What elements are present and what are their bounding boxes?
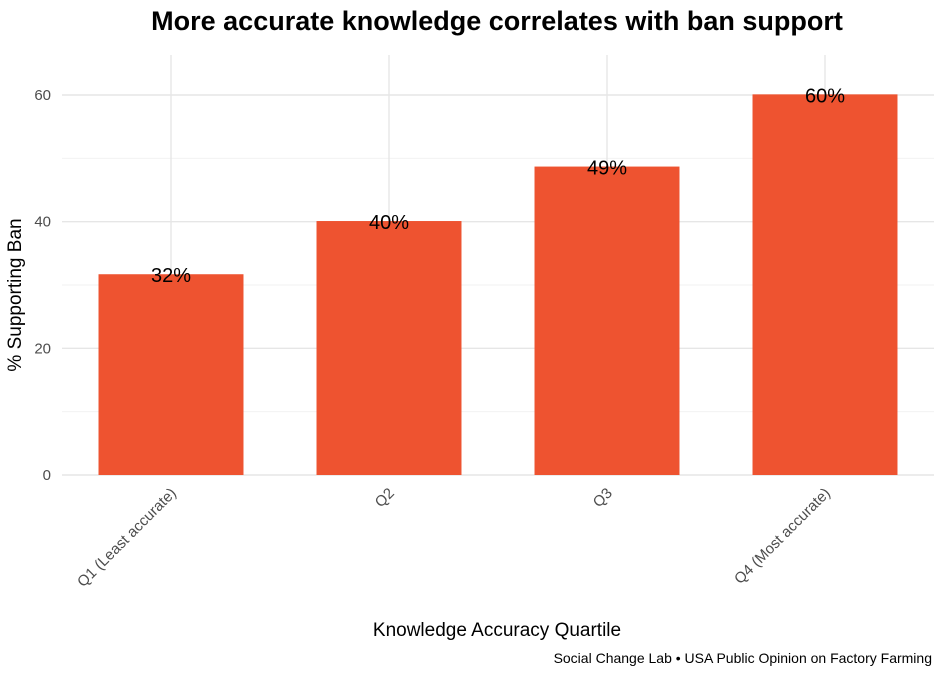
y-tick-label: 20 xyxy=(34,340,51,357)
bar xyxy=(98,274,244,475)
x-tick-label: Q1 (Least accurate) xyxy=(74,485,180,591)
bar-value-label: 32% xyxy=(151,265,191,287)
chart-title: More accurate knowledge correlates with … xyxy=(151,6,843,36)
x-tick-label: Q3 xyxy=(590,485,616,511)
x-tick-label: Q4 (Most accurate) xyxy=(731,485,834,588)
x-axis-ticks: Q1 (Least accurate) Q2 Q3 Q4 (Most accurate… xyxy=(74,485,834,591)
x-axis-title: Knowledge Accuracy Quartile xyxy=(373,620,621,641)
y-tick-label: 60 xyxy=(34,87,51,104)
x-tick-label: Q2 xyxy=(372,485,398,511)
bar-value-label: 40% xyxy=(369,212,409,234)
bar-value-label: 49% xyxy=(587,158,627,180)
y-tick-label: 40 xyxy=(34,214,51,231)
bar xyxy=(316,221,462,475)
data-labels: 32% 40% 49% 60% xyxy=(151,85,845,287)
bar-value-label: 60% xyxy=(805,85,845,107)
bars xyxy=(98,94,898,476)
chart-caption: Social Change Lab • USA Public Opinion o… xyxy=(554,650,932,666)
y-axis-ticks: 0 20 40 60 xyxy=(34,87,51,484)
y-axis-title: % Supporting Ban xyxy=(5,218,26,371)
y-tick-label: 0 xyxy=(43,467,51,484)
bar xyxy=(534,166,680,476)
bar xyxy=(752,94,898,475)
